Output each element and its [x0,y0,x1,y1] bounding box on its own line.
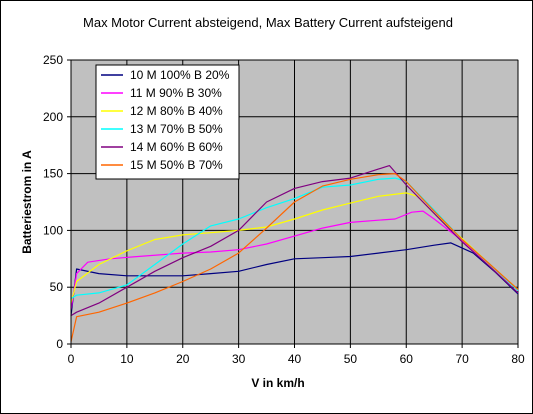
legend-entry: 11 M 90% B 30% [130,86,222,100]
legend-entry: 12 M 80% B 40% [130,104,223,118]
series-line [70,210,519,310]
y-tick-label: 150 [43,167,63,181]
y-tick-label: 100 [43,223,63,237]
x-tick-label: 80 [511,352,525,366]
legend-entry: 14 M 60% B 60% [130,140,223,154]
series-line [70,242,519,316]
x-tick-label: 70 [455,352,469,366]
y-tick-label: 50 [50,280,64,294]
x-axis-label: V in km/h [251,376,304,390]
chart-title: Max Motor Current absteigend, Max Batter… [83,15,453,30]
axes [67,59,519,348]
legend-entry: 15 M 50% B 70% [130,158,223,172]
x-tick-label: 50 [344,352,358,366]
series-lines [70,165,519,342]
y-tick-label: 250 [43,53,63,67]
x-tick-label: 10 [120,352,134,366]
legend: 10 M 100% B 20% 11 M 90% B 30% 12 M 80% B … [95,64,240,180]
x-tick-label: 30 [232,352,246,366]
series-line [70,165,519,317]
legend-entry: 10 M 100% B 20% [130,68,230,82]
x-tick-label: 60 [400,352,414,366]
series-line [70,173,519,342]
legend-entry: 13 M 70% B 50% [130,122,223,136]
y-axis-label: Batteriestrom in A [20,150,34,254]
legend-box [95,64,240,180]
series-line [70,177,519,300]
x-tick-label: 20 [176,352,190,366]
x-tick-label: 0 [68,352,75,366]
y-tick-label: 0 [56,337,63,351]
x-tick-label: 40 [288,352,302,366]
y-tick-label: 200 [43,110,63,124]
tick-labels: 0 50 100 150 200 250 0 10 20 30 40 50 60 70 80 [43,53,525,366]
